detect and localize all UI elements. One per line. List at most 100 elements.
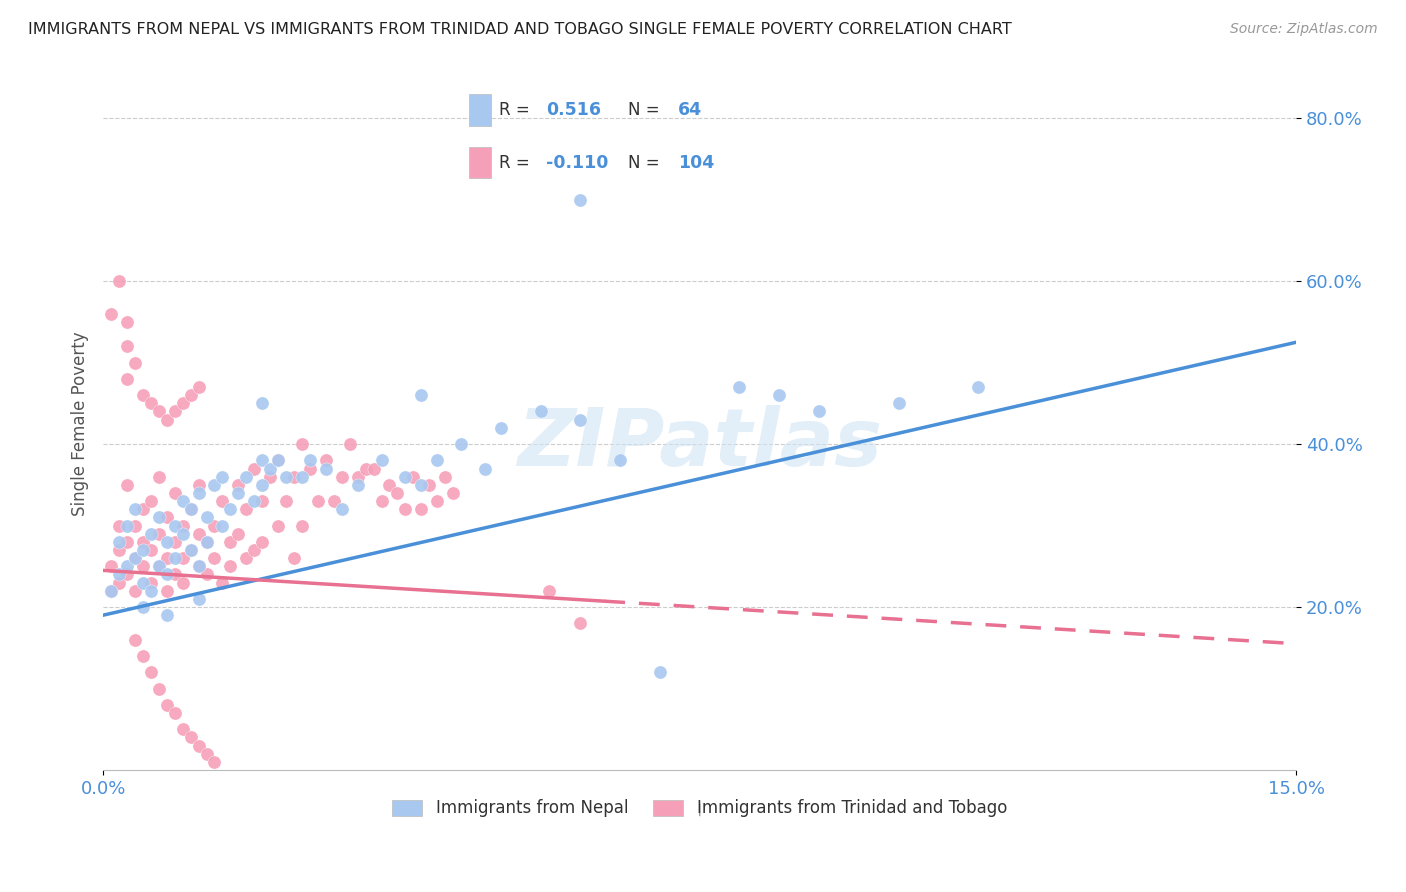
Point (148, 510, 170, 524)
Point (139, 575, 162, 590)
Point (124, 518, 146, 533)
Point (569, 616, 592, 631)
Point (172, 518, 194, 533)
Point (474, 461, 496, 475)
Point (180, 543, 202, 558)
Point (298, 453, 321, 467)
Point (394, 469, 416, 483)
Point (163, 567, 186, 582)
Point (370, 494, 392, 508)
Point (163, 518, 186, 533)
Point (148, 404, 170, 418)
Point (115, 567, 138, 582)
Point (235, 469, 257, 483)
Point (195, 747, 218, 761)
Point (187, 486, 209, 500)
Point (530, 404, 553, 418)
Point (267, 453, 290, 467)
Point (124, 583, 146, 598)
Point (172, 494, 194, 508)
Point (156, 583, 179, 598)
Point (163, 706, 186, 720)
Point (156, 551, 179, 566)
Text: Source: ZipAtlas.com: Source: ZipAtlas.com (1230, 22, 1378, 37)
Point (187, 559, 209, 574)
Point (156, 412, 179, 426)
Point (180, 502, 202, 516)
Point (250, 534, 273, 549)
Point (648, 665, 671, 680)
Point (172, 551, 194, 566)
Point (139, 665, 162, 680)
Point (339, 437, 361, 451)
Point (124, 551, 146, 566)
Point (259, 461, 281, 475)
Point (180, 388, 202, 402)
Point (243, 543, 266, 558)
Point (187, 380, 209, 394)
Point (100, 559, 122, 574)
Point (132, 502, 155, 516)
Point (163, 534, 186, 549)
Point (139, 526, 162, 541)
Point (115, 315, 138, 329)
Point (808, 404, 831, 418)
Point (228, 486, 250, 500)
Point (291, 437, 314, 451)
Point (100, 583, 122, 598)
Point (148, 559, 170, 574)
Point (219, 502, 242, 516)
Point (115, 534, 138, 549)
Point (315, 461, 337, 475)
Point (211, 518, 233, 533)
Point (115, 478, 138, 492)
Point (426, 453, 449, 467)
Point (132, 575, 155, 590)
Point (728, 380, 751, 394)
Point (156, 608, 179, 623)
Point (108, 575, 131, 590)
Point (887, 396, 910, 410)
Point (139, 583, 162, 598)
Point (180, 731, 202, 745)
Point (132, 600, 155, 615)
Point (346, 478, 368, 492)
Point (115, 372, 138, 386)
Point (250, 494, 273, 508)
Point (283, 551, 305, 566)
Point (378, 478, 401, 492)
Point (537, 583, 560, 598)
Point (211, 575, 233, 590)
Point (219, 559, 242, 574)
Point (187, 478, 209, 492)
Point (195, 510, 218, 524)
Point (235, 502, 257, 516)
Point (180, 543, 202, 558)
Point (411, 478, 433, 492)
Point (204, 755, 226, 769)
Text: IMMIGRANTS FROM NEPAL VS IMMIGRANTS FROM TRINIDAD AND TOBAGO SINGLE FEMALE POVER: IMMIGRANTS FROM NEPAL VS IMMIGRANTS FROM… (28, 22, 1012, 37)
Point (187, 526, 209, 541)
Point (291, 518, 314, 533)
Point (219, 534, 242, 549)
Point (124, 356, 146, 370)
Point (569, 193, 592, 207)
Point (156, 698, 179, 712)
Point (307, 494, 329, 508)
Point (124, 502, 146, 516)
Point (156, 534, 179, 549)
Text: ZIPatlas: ZIPatlas (517, 406, 882, 483)
Point (115, 559, 138, 574)
Point (115, 339, 138, 353)
Point (108, 274, 131, 288)
Legend: Immigrants from Nepal, Immigrants from Trinidad and Tobago: Immigrants from Nepal, Immigrants from T… (385, 793, 1014, 824)
Point (132, 534, 155, 549)
Point (187, 559, 209, 574)
Point (283, 469, 305, 483)
Point (250, 478, 273, 492)
Point (315, 453, 337, 467)
Point (211, 469, 233, 483)
Point (354, 461, 377, 475)
Point (108, 543, 131, 558)
Point (250, 396, 273, 410)
